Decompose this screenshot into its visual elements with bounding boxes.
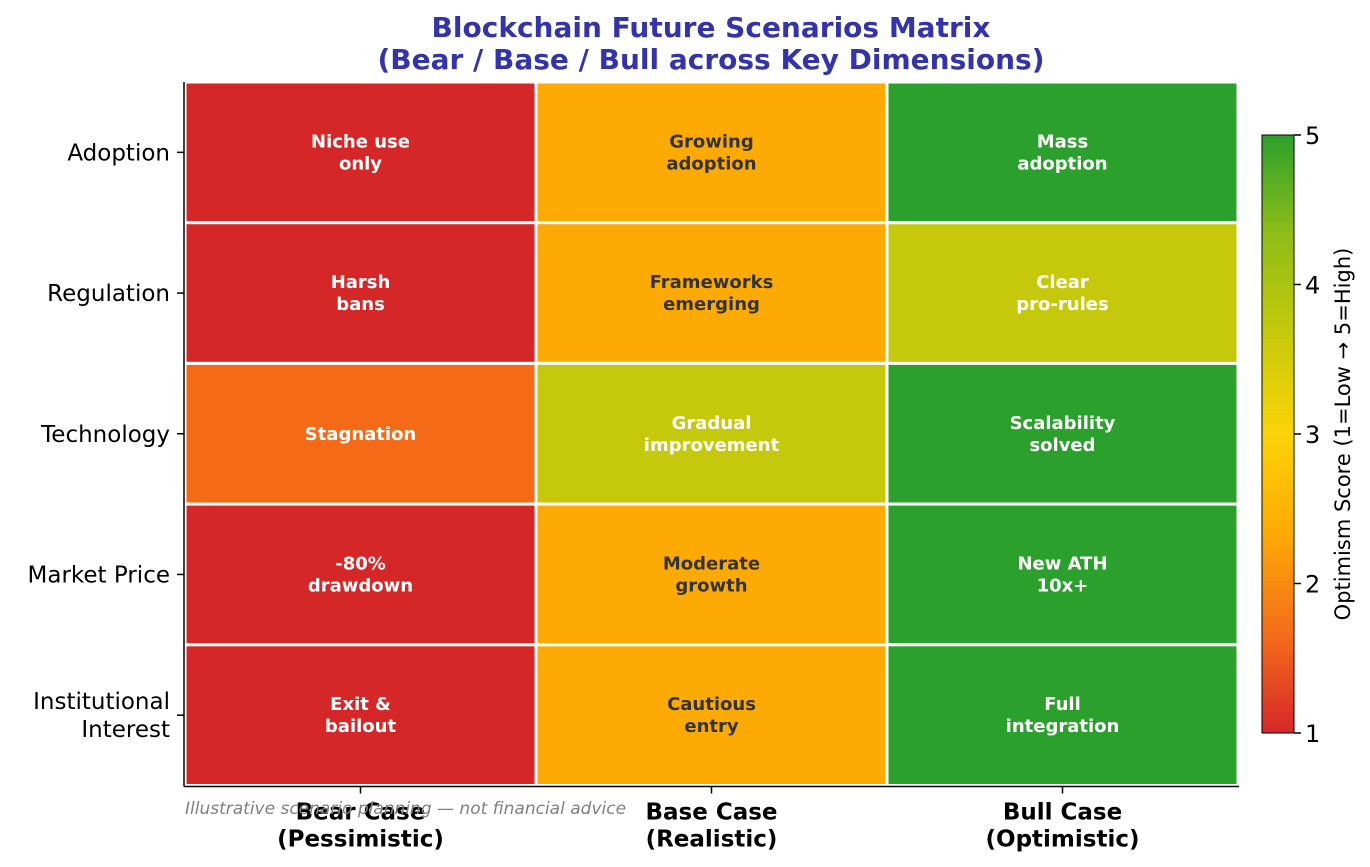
- cell-label: Growing adoption: [666, 131, 756, 174]
- cell-label: Stagnation: [305, 424, 417, 445]
- colorbar-label: Optimism Score (1=Low → 5=High): [1331, 248, 1355, 621]
- cell-label: Clear pro-rules: [1016, 272, 1108, 315]
- y-tick-label: Market Price: [28, 562, 170, 588]
- cell-label: Frameworks emerging: [650, 272, 774, 315]
- cell-label: Full integration: [1006, 694, 1120, 737]
- heatmap-axes: Adoption Regulation Technology Market Price…: [28, 82, 1239, 853]
- cell-label: Mass adoption: [1017, 131, 1107, 174]
- colorbar-tick-label: 3: [1305, 421, 1320, 449]
- x-tick-label: Bull Case (Optimistic): [986, 800, 1140, 853]
- colorbar-tick-label: 5: [1305, 122, 1320, 150]
- heatmap-cell: [885, 502, 1240, 647]
- y-tick-label: Institutional Interest: [33, 689, 170, 743]
- y-tick-label: Adoption: [67, 140, 170, 166]
- heatmap-cell: [885, 80, 1240, 225]
- heatmap-cell: [534, 502, 889, 647]
- heatmap-cell: [183, 80, 538, 225]
- heatmap-cell: [885, 221, 1240, 365]
- heatmap-cell: [534, 361, 889, 506]
- colorbar-tick-label: 4: [1305, 272, 1320, 300]
- heatmap-cell: [534, 221, 889, 365]
- colorbar-tick-label: 1: [1305, 720, 1320, 748]
- colorbar-tick-label: 2: [1305, 571, 1320, 599]
- cell-label: Gradual improvement: [644, 413, 780, 456]
- cell-label: Moderate growth: [663, 553, 760, 596]
- cell-label: Scalability solved: [1010, 413, 1116, 456]
- colorbar: 1 2 3 4 5 Optimism Score (1=Low → 5=High): [1261, 122, 1355, 748]
- heatmap-cell: [885, 643, 1240, 787]
- cell-label: New ATH 10x+: [1017, 553, 1107, 596]
- cell-label: Cautious entry: [667, 694, 756, 737]
- x-tick-label: Base Case (Realistic): [645, 800, 777, 853]
- heatmap-cell: [885, 361, 1240, 506]
- cell-label: Harsh bans: [331, 272, 391, 315]
- y-tick-label: Regulation: [47, 281, 170, 307]
- x-tick-label: Bear Case (Pessimistic): [277, 800, 444, 853]
- cell-label: Niche use only: [311, 131, 410, 174]
- heatmap-cells: Niche use only Growing adoption Mass adoption…: [183, 80, 1240, 787]
- colorbar-gradient: [1261, 134, 1295, 734]
- cell-label: -80% drawdown: [308, 553, 413, 596]
- heatmap-cell: [183, 361, 538, 506]
- chart-title: Blockchain Future Scenarios Matrix: [432, 11, 991, 44]
- cell-label: Exit & bailout: [325, 694, 397, 737]
- y-tick-label: Technology: [40, 422, 170, 448]
- footnote: Illustrative scenario planning — not fin…: [185, 799, 626, 819]
- chart-subtitle: (Bear / Base / Bull across Key Dimension…: [377, 43, 1044, 76]
